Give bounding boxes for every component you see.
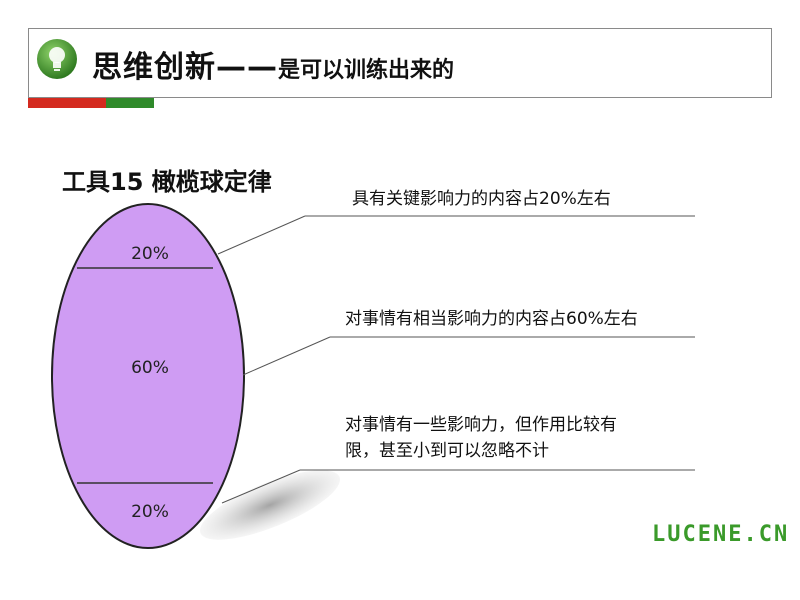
annotation-2: 对事情有相当影响力的内容占60%左右: [345, 306, 638, 332]
ellipse-shadow: [199, 470, 341, 540]
title-main-text: 思维创新——: [92, 50, 278, 85]
page-title: 思维创新——是可以训练出来的: [92, 42, 454, 86]
lightbulb-icon: [37, 39, 77, 79]
tool-title: 工具15 橄榄球定律: [62, 168, 272, 196]
annotation-2-line-1: 对事情有相当影响力的内容占60%左右: [345, 309, 638, 329]
rugby-ellipse: [51, 203, 245, 549]
header-frame: [28, 28, 772, 98]
segment-label-top: 20%: [131, 244, 169, 264]
annotation-3-line-1: 对事情有一些影响力，但作用比较有: [345, 415, 617, 435]
leader-line-1a: [217, 215, 306, 255]
segment-label-middle: 60%: [131, 358, 169, 378]
segment-label-bottom: 20%: [131, 502, 169, 522]
leader-line-3a: [221, 469, 301, 504]
title-sub-text: 是可以训练出来的: [278, 58, 455, 83]
annotation-3: 对事情有一些影响力，但作用比较有 限，甚至小到可以忽略不计: [345, 412, 617, 464]
leader-line-2a: [242, 336, 331, 376]
accent-bar-green: [106, 98, 154, 108]
brand-watermark: LUCENE.CN: [652, 522, 790, 547]
annotation-3-line-2: 限，甚至小到可以忽略不计: [345, 441, 549, 461]
accent-bar-red: [28, 98, 106, 108]
annotation-1: 具有关键影响力的内容占20%左右: [352, 189, 611, 209]
